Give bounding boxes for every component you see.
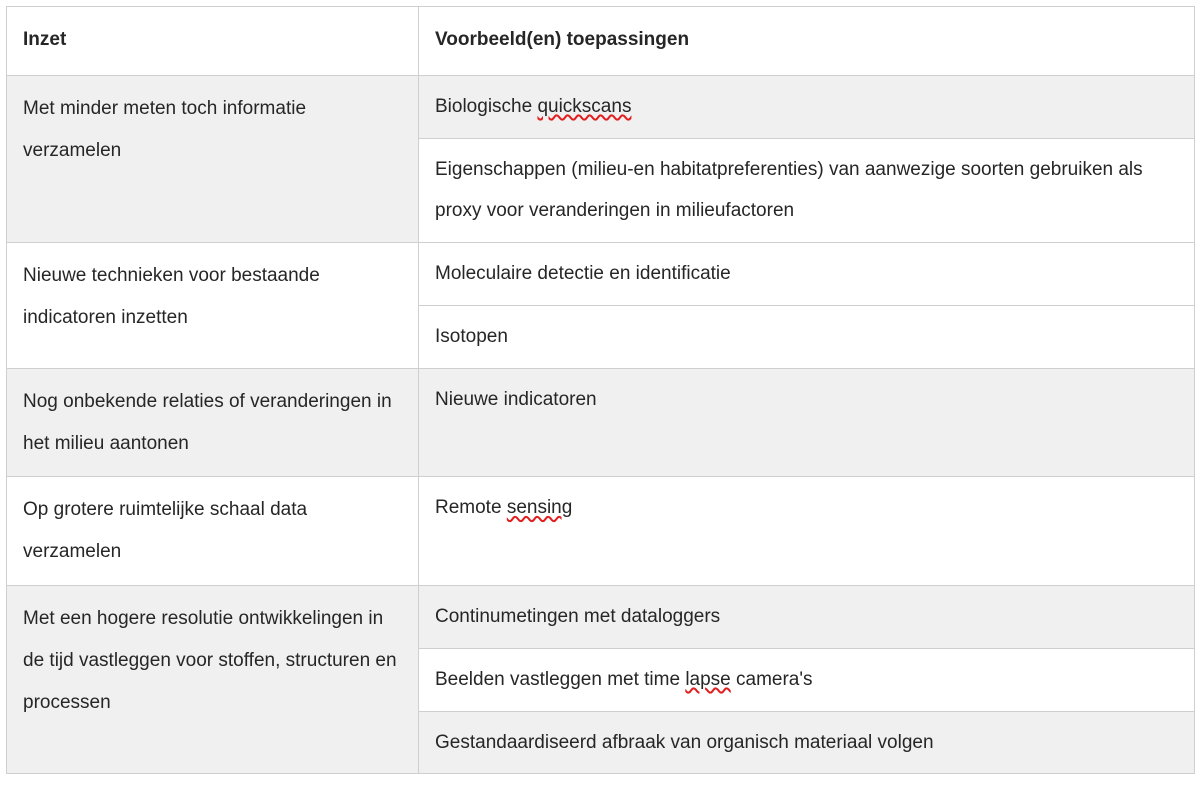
page: Inzet Voorbeeld(en) toepassingen Met min… — [0, 0, 1200, 780]
example-row: Moleculaire detectie en identificatie — [419, 243, 1194, 305]
examples-table: Biologische quickscans Eigenschappen (mil… — [419, 76, 1194, 242]
table-header-row: Inzet Voorbeeld(en) toepassingen — [7, 7, 1195, 76]
table-row: Nog onbekende relaties of veranderingen … — [7, 368, 1195, 477]
example-cell: Isotopen — [419, 305, 1194, 367]
cell-examples: Nieuwe indicatoren — [419, 368, 1195, 477]
example-cell: Gestandaardiseerd afbraak van organisch … — [419, 711, 1194, 773]
text: Continumetingen met dataloggers — [435, 606, 720, 627]
cell-inzet: Op grotere ruimtelijke schaal data verza… — [7, 477, 419, 586]
spellcheck-word: sensing — [507, 497, 573, 518]
example-row: Nieuwe indicatoren — [419, 369, 1194, 431]
header-voorbeeld: Voorbeeld(en) toepassingen — [419, 7, 1195, 76]
examples-table: Nieuwe indicatoren — [419, 369, 1194, 431]
example-cell: Beelden vastleggen met time lapse camera… — [419, 648, 1194, 711]
table-row: Met een hogere resolutie ontwikkelingen … — [7, 585, 1195, 773]
table-row: Nieuwe technieken voor bestaande indicat… — [7, 243, 1195, 369]
cell-examples: Moleculaire detectie en identificatie Iso… — [419, 243, 1195, 369]
example-cell: Biologische quickscans — [419, 76, 1194, 138]
text: Nieuwe indicatoren — [435, 389, 597, 410]
examples-table: Remote sensing — [419, 477, 1194, 539]
examples-table: Moleculaire detectie en identificatie Iso… — [419, 243, 1194, 368]
example-cell: Eigenschappen (milieu-en habitatpreferen… — [419, 138, 1194, 242]
text: Isotopen — [435, 326, 508, 347]
text: camera's — [731, 669, 813, 690]
spellcheck-word: lapse — [685, 669, 730, 690]
header-inzet: Inzet — [7, 7, 419, 76]
text: Beelden vastleggen met time — [435, 669, 685, 690]
spellcheck-word: quickscans — [537, 96, 631, 117]
cell-examples: Continumetingen met dataloggers Beelden v… — [419, 585, 1195, 773]
example-row: Biologische quickscans — [419, 76, 1194, 138]
table-body: Met minder meten toch informatie verzame… — [7, 75, 1195, 774]
cell-inzet: Met minder meten toch informatie verzame… — [7, 75, 419, 242]
example-row: Continumetingen met dataloggers — [419, 586, 1194, 648]
example-row: Isotopen — [419, 305, 1194, 367]
example-cell: Moleculaire detectie en identificatie — [419, 243, 1194, 305]
examples-table: Continumetingen met dataloggers Beelden v… — [419, 586, 1194, 773]
text: Moleculaire detectie en identificatie — [435, 263, 731, 284]
table-row: Met minder meten toch informatie verzame… — [7, 75, 1195, 242]
example-cell: Remote sensing — [419, 477, 1194, 539]
text: Remote — [435, 497, 507, 518]
text: Biologische — [435, 96, 537, 117]
example-row: Remote sensing — [419, 477, 1194, 539]
cell-examples: Biologische quickscans Eigenschappen (mil… — [419, 75, 1195, 242]
example-cell: Nieuwe indicatoren — [419, 369, 1194, 431]
cell-inzet: Met een hogere resolutie ontwikkelingen … — [7, 585, 419, 773]
example-row: Beelden vastleggen met time lapse camera… — [419, 648, 1194, 711]
example-row: Gestandaardiseerd afbraak van organisch … — [419, 711, 1194, 773]
cell-examples: Remote sensing — [419, 477, 1195, 586]
example-row: Eigenschappen (milieu-en habitatpreferen… — [419, 138, 1194, 242]
data-table: Inzet Voorbeeld(en) toepassingen Met min… — [6, 6, 1195, 774]
cell-inzet: Nog onbekende relaties of veranderingen … — [7, 368, 419, 477]
text: Gestandaardiseerd afbraak van organisch … — [435, 732, 934, 753]
cell-inzet: Nieuwe technieken voor bestaande indicat… — [7, 243, 419, 369]
example-cell: Continumetingen met dataloggers — [419, 586, 1194, 648]
text: Eigenschappen (milieu-en habitatpreferen… — [435, 159, 1143, 222]
table-row: Op grotere ruimtelijke schaal data verza… — [7, 477, 1195, 586]
